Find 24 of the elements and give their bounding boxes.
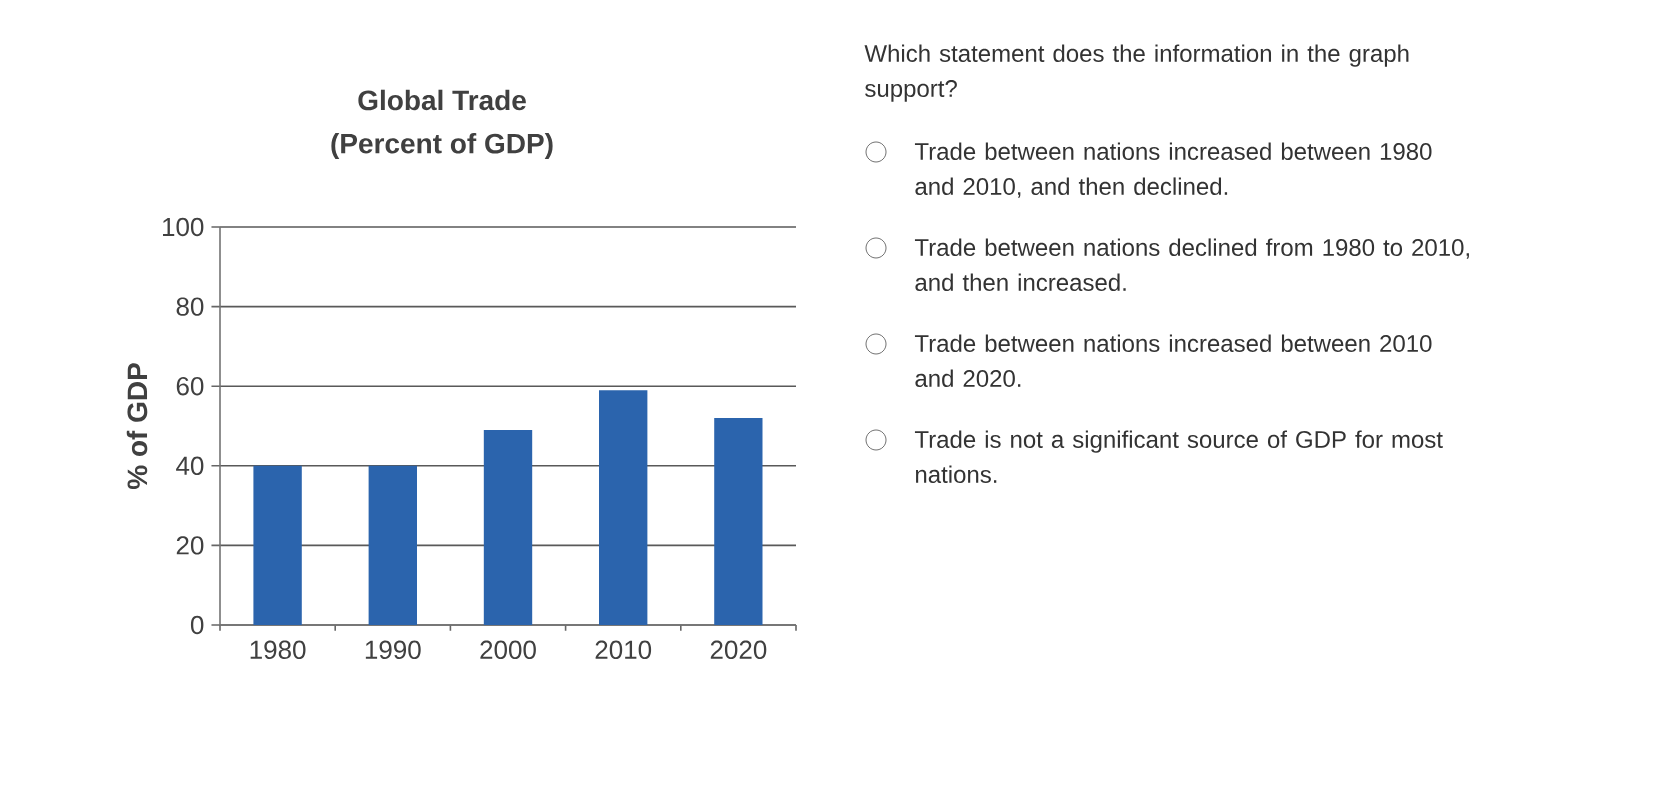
text: Trade is not a significant source of GDP for most nations. [914,430,1443,483]
y-axis-title: % of GDP [126,363,148,490]
text: Which statement does the information in the graph support? [864,44,1409,102]
bar [714,418,763,625]
text: Trade between nations increased between 1980 and 2010, and then declined. [914,142,1432,198]
bar [368,465,417,625]
x-tick-label: 1990 [365,640,421,660]
x-tick-label: 2000 [480,640,536,660]
text: Trade between nations increased between 2010 and 2020. [914,334,1432,387]
bar [599,390,648,625]
y-tick-label: 80 [176,297,204,316]
x-tick-label: 1980 [250,640,306,660]
bar [253,465,302,625]
chart-subtitle: (Percent of GDP) [331,132,553,160]
x-tick-label: 2010 [595,640,652,660]
text: Trade between nations declined from 1980 to 2010, and then increased. [914,238,1469,291]
y-tick-label: 0 [190,615,204,635]
y-tick-label: 40 [176,456,204,475]
y-tick-label: 60 [176,376,204,396]
bar [483,429,533,625]
x-tick-label: 2020 [710,640,767,660]
y-tick-label: 100 [163,217,204,237]
chart-title: Global Trade [358,89,526,111]
y-tick-label: 20 [176,536,204,555]
